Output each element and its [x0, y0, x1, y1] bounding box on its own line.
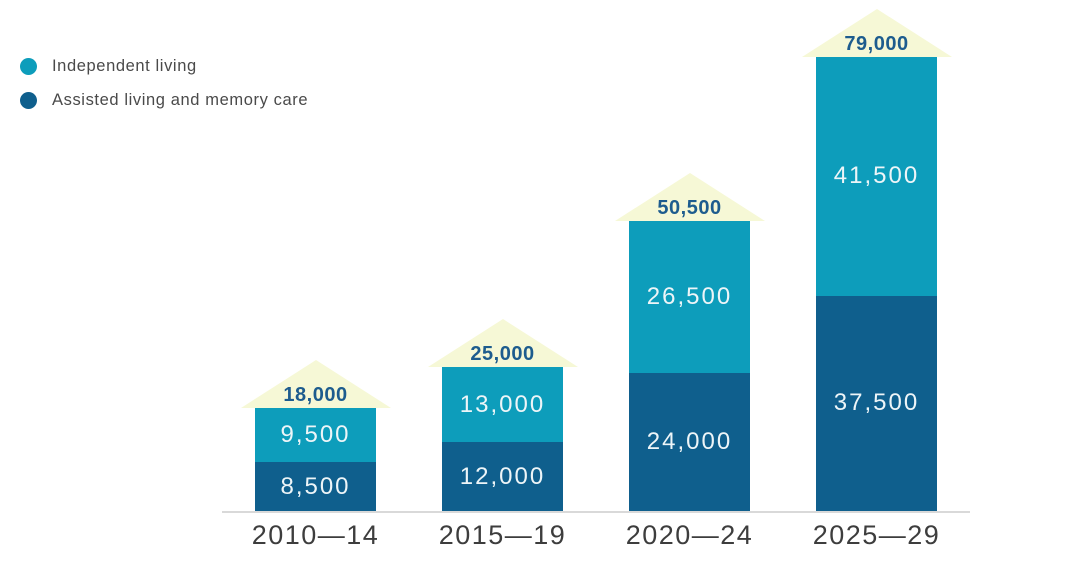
stacked-bar: 41,500 37,500 — [816, 57, 937, 511]
segment-value-label: 9,500 — [280, 420, 351, 448]
bar-segment-independent-living: 41,500 — [816, 57, 937, 296]
roof-arrow-icon — [427, 319, 578, 368]
roof-arrow-icon — [240, 359, 391, 408]
bar-group: 25,000 13,000 12,000 — [409, 0, 596, 511]
x-axis-label: 2025—29 — [812, 520, 941, 550]
bar-segment-independent-living: 13,000 — [442, 367, 563, 443]
x-axis-label: 2010—14 — [251, 520, 380, 550]
legend-item-assisted-living: Assisted living and memory care — [20, 91, 308, 110]
x-axis-labels: 2010—14 2015—19 2020—24 2025—29 — [222, 520, 970, 551]
stacked-bar: 9,500 8,500 — [255, 407, 376, 511]
bar-group: 50,500 26,500 24,000 — [596, 0, 783, 511]
legend-swatch-assisted-living-icon — [20, 92, 37, 109]
x-axis-label: 2020—24 — [625, 520, 754, 550]
stacked-bar: 26,500 24,000 — [629, 220, 750, 511]
bar-segment-assisted-living: 8,500 — [255, 462, 376, 511]
bar-segment-independent-living: 9,500 — [255, 407, 376, 463]
legend-swatch-independent-living-icon — [20, 58, 37, 75]
bar-segment-assisted-living: 12,000 — [442, 442, 563, 511]
legend-label: Independent living — [52, 57, 197, 75]
segment-value-label: 37,500 — [833, 389, 920, 417]
x-axis-label: 2015—19 — [438, 520, 567, 550]
legend-label: Assisted living and memory care — [52, 91, 309, 109]
total-callout: 79,000 — [801, 9, 952, 58]
segment-value-label: 8,500 — [280, 472, 351, 500]
total-label: 50,500 — [657, 196, 722, 219]
roof-arrow-icon — [801, 9, 952, 58]
stacked-bar: 13,000 12,000 — [442, 367, 563, 511]
bar-group: 18,000 9,500 8,500 — [222, 0, 409, 511]
roof-arrow-icon — [614, 172, 765, 221]
bar-segment-assisted-living: 24,000 — [629, 373, 750, 511]
segment-value-label: 41,500 — [833, 162, 920, 190]
bar-segment-assisted-living: 37,500 — [816, 295, 937, 511]
bar-group: 79,000 41,500 37,500 — [783, 0, 970, 511]
total-label: 25,000 — [470, 343, 535, 366]
total-label: 18,000 — [283, 383, 348, 406]
total-label: 79,000 — [844, 33, 909, 56]
total-callout: 18,000 — [240, 359, 391, 408]
legend: Independent living Assisted living and m… — [20, 57, 308, 125]
plot-area: 18,000 9,500 8,500 25,000 13,000 12,000 50,500… — [222, 0, 970, 513]
segment-value-label: 13,000 — [459, 390, 546, 418]
segment-value-label: 12,000 — [459, 462, 546, 490]
legend-item-independent-living: Independent living — [20, 57, 308, 76]
segment-value-label: 26,500 — [646, 282, 733, 310]
total-callout: 50,500 — [614, 172, 765, 221]
bar-segment-independent-living: 26,500 — [629, 220, 750, 374]
total-callout: 25,000 — [427, 319, 578, 368]
segment-value-label: 24,000 — [646, 428, 733, 456]
